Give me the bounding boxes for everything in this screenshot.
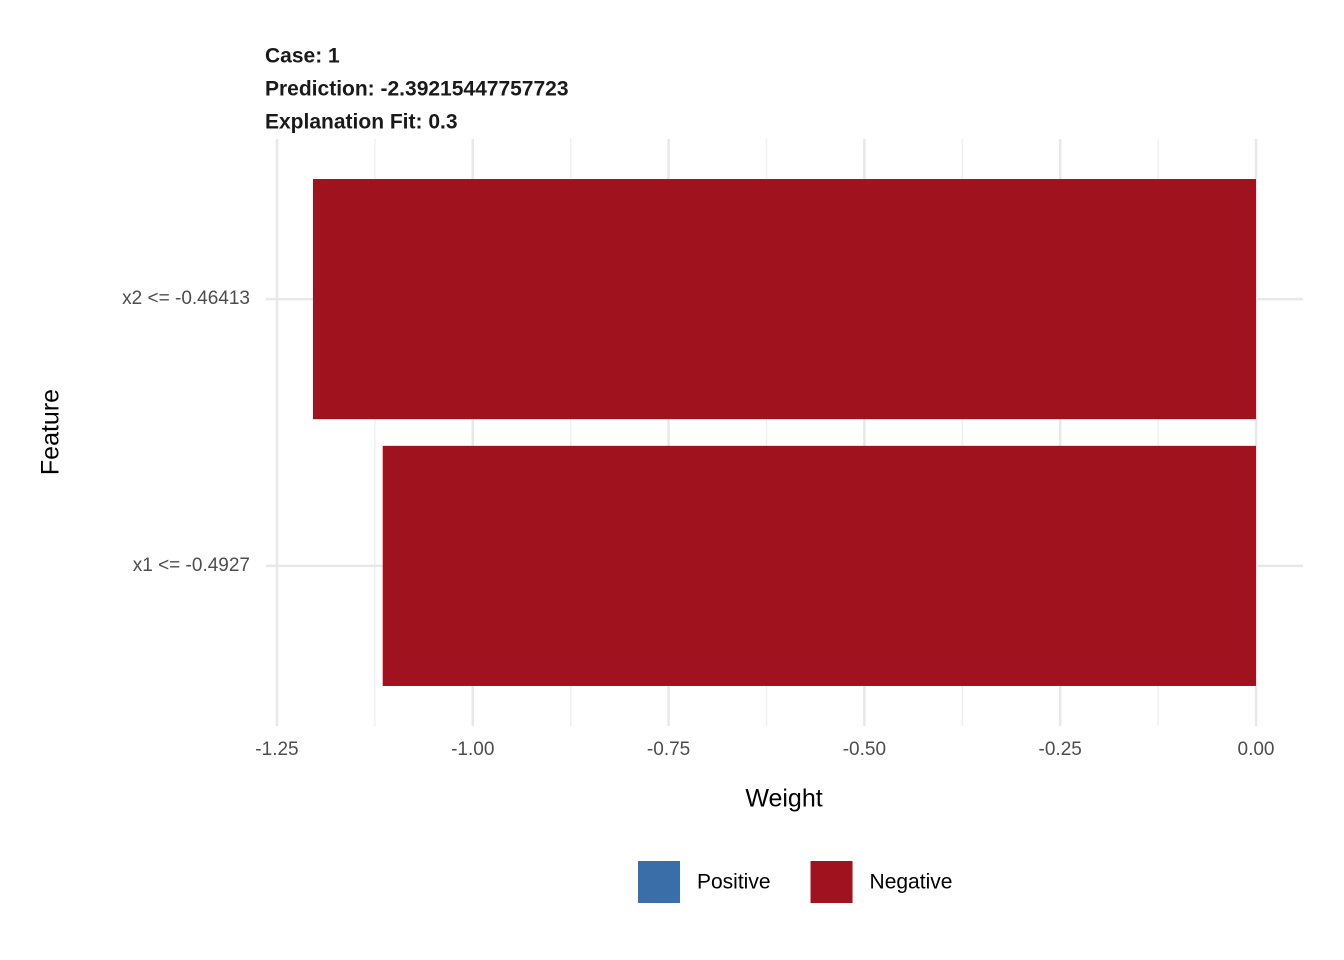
x-tick-label: -0.50 [843,739,886,760]
bar [312,179,1257,420]
legend-swatch [638,861,680,903]
legend-swatch [810,861,853,903]
title-line: Explanation Fit: 0.3 [265,111,458,134]
y-tick-label: x2 <= -0.46413 [122,288,250,309]
y-axis-title: Feature [37,389,65,475]
x-tick-label: -0.75 [647,739,690,760]
bar [382,445,1257,686]
x-tick-label: -1.00 [451,739,494,760]
legend-label: Positive [697,871,771,894]
x-tick-label: 0.00 [1238,739,1275,760]
x-tick-label: -1.25 [255,739,298,760]
title-line: Case: 1 [265,45,340,68]
legend-label: Negative [870,871,953,894]
title-line: Prediction: -2.39215447757723 [265,78,569,101]
y-tick-label: x1 <= -0.4927 [133,555,250,576]
x-axis-title: Weight [745,785,822,813]
x-tick-label: -0.25 [1039,739,1082,760]
